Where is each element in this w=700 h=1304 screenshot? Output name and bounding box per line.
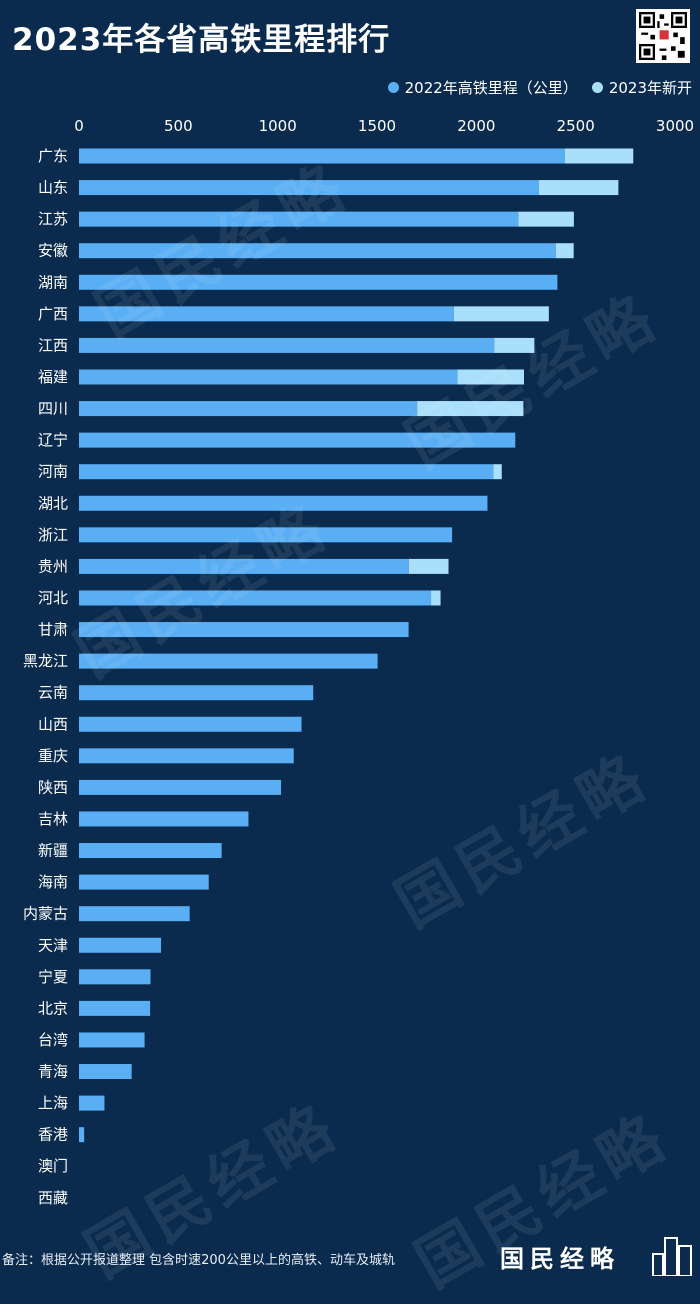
category-label: 澳门 [38,1157,68,1175]
category-label: 广西 [38,305,68,323]
chart-title: 2023年各省高铁里程排行 [12,22,391,58]
category-label: 河北 [38,589,68,607]
legend-item-2023: 2023年新开 [591,77,692,98]
bar-2023-new [564,148,634,164]
category-label: 湖南 [38,273,68,291]
category-label: 江苏 [38,210,68,228]
building-logo-icon [652,1237,692,1276]
bar-2022-mileage [79,906,190,922]
bar-2023-new [431,590,441,606]
bar-2022-mileage [79,937,162,953]
bar-2023-new [457,369,525,385]
bar-2022-mileage [79,590,432,606]
footnote: 备注：根据公开报道整理 包含时速200公里以上的高铁、动车及城轨 [2,1253,395,1268]
bar-2023-new [518,211,574,227]
bar-2022-mileage [79,843,222,859]
x-tick-label: 2000 [457,117,495,135]
category-label: 陕西 [38,778,68,796]
bar-2022-mileage [79,148,565,164]
category-label: 河南 [38,463,68,481]
chart-legend: 2022年高铁里程（公里） 2023年新开 [387,77,692,98]
category-label: 重庆 [38,747,68,765]
bar-2022-mileage [79,401,418,417]
bar-2023-new [555,243,574,259]
bar-2022-mileage [79,622,409,638]
category-label: 内蒙古 [23,905,68,923]
qr-code[interactable] [636,9,690,63]
category-label: 甘肃 [38,621,68,639]
x-tick-label: 1000 [259,117,297,135]
category-label: 辽宁 [38,431,68,449]
brand-logo: 国民经略 [500,1244,620,1273]
bar-2022-mileage [79,874,209,890]
legend-label-2022: 2022年高铁里程（公里） [404,79,578,97]
category-label: 西藏 [38,1189,68,1207]
category-label: 浙江 [38,526,68,544]
category-label: 海南 [38,873,68,891]
category-label: 江西 [38,336,68,354]
category-label: 香港 [38,1126,68,1144]
bar-2023-new [408,558,449,574]
legend-label-2023: 2023年新开 [608,79,692,97]
bar-2023-new [493,464,502,480]
bar-2022-mileage [79,716,302,732]
bar-2022-mileage [79,180,539,196]
x-tick-label: 0 [74,117,84,135]
legend-swatch-2022 [387,82,399,93]
bar-2022-mileage [79,558,409,574]
bar-2022-mileage [79,653,378,669]
bar-2022-mileage [79,811,249,827]
bar-2022-mileage [79,1064,132,1080]
legend-item-2022: 2022年高铁里程（公里） [387,77,578,98]
category-label: 云南 [38,684,68,702]
bar-2022-mileage [79,337,495,353]
bar-2022-mileage [79,1000,151,1016]
bar-2022-mileage [79,685,314,701]
bar-2023-new [453,306,549,322]
bar-2023-new [494,337,535,353]
bar-2022-mileage [79,1095,105,1111]
category-label: 青海 [38,1063,68,1081]
category-label: 天津 [38,936,68,954]
x-tick-label: 3000 [656,117,694,135]
bar-2022-mileage [79,274,558,290]
category-label: 山东 [38,179,68,197]
category-label: 黑龙江 [23,652,68,670]
bar-2022-mileage [79,211,519,227]
category-label: 湖北 [38,494,68,512]
x-tick-label: 1500 [358,117,396,135]
category-label: 四川 [38,400,68,418]
bar-2022-mileage [79,306,454,322]
category-label: 上海 [38,1094,68,1112]
category-label: 贵州 [38,557,68,575]
category-label: 宁夏 [38,968,68,986]
category-label: 吉林 [38,810,68,828]
bar-2022-mileage [79,495,488,511]
bar-2022-mileage [79,464,494,480]
bar-2022-mileage [79,369,458,385]
legend-swatch-2023 [591,82,603,93]
x-tick-label: 2500 [557,117,595,135]
category-label: 山西 [38,715,68,733]
bar-2023-new [538,180,619,196]
category-label: 广东 [38,147,68,165]
category-label: 福建 [38,368,68,386]
bar-2022-mileage [79,1127,85,1143]
bar-chart: 0 500 1000 1500 2000 2500 3000 广东山东江苏安徽湖南广西江西福建… [23,117,694,1207]
category-label: 安徽 [38,242,68,260]
bar-2022-mileage [79,969,151,985]
bar-2022-mileage [79,748,294,764]
bar-2022-mileage [79,432,516,448]
x-tick-label: 500 [164,117,193,135]
category-label: 台湾 [38,1031,68,1049]
bar-2022-mileage [79,779,282,795]
bar-2022-mileage [79,527,453,543]
qr-code-icon [639,12,687,60]
bar-2023-new [417,401,524,417]
category-label: 新疆 [38,842,68,860]
bar-2022-mileage [79,1032,145,1048]
bar-2022-mileage [79,243,556,259]
category-label: 北京 [38,999,68,1017]
